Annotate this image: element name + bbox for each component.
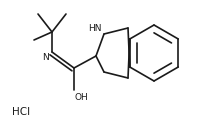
Text: OH: OH xyxy=(75,93,89,102)
Text: HCl: HCl xyxy=(12,107,30,117)
Text: N: N xyxy=(42,53,49,62)
Text: HN: HN xyxy=(89,24,102,33)
